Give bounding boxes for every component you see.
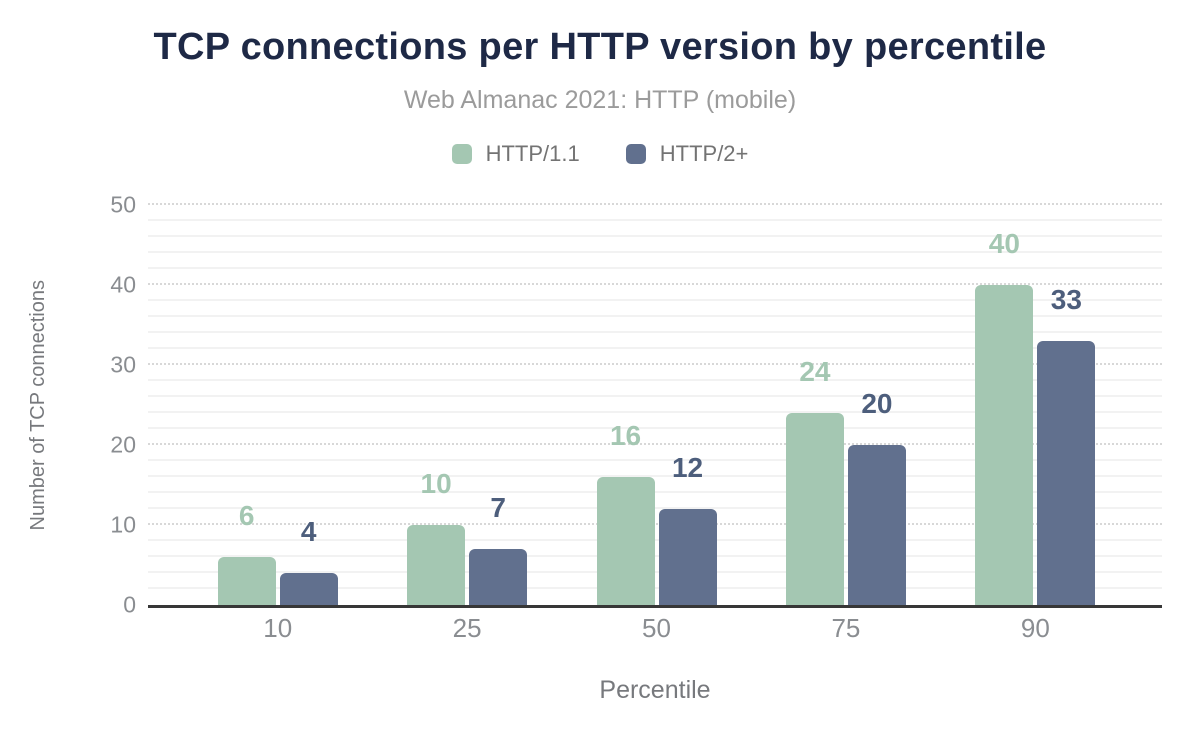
bar-value-label: 20	[861, 388, 893, 419]
bar-http-2--p90	[1037, 341, 1096, 605]
y-tick-10: 10	[110, 511, 136, 538]
bar-http-1-1-p25	[407, 525, 466, 605]
minor-gridline-36	[148, 315, 1162, 317]
bar-slot: 20	[847, 205, 906, 605]
x-tick-10: 10	[263, 613, 293, 643]
minor-gridline-6	[148, 555, 1162, 557]
minor-gridline-22	[148, 427, 1162, 429]
minor-gridline-8	[148, 539, 1162, 541]
chart-title: TCP connections per HTTP version by perc…	[153, 26, 1047, 68]
minor-gridline-14	[148, 491, 1162, 493]
bar-value-label: 24	[799, 356, 831, 387]
bar-slot: 6	[217, 205, 276, 605]
bar-value-label: 6	[238, 500, 255, 531]
x-tick-75: 75	[831, 613, 861, 643]
bar-http-1-1-p90	[975, 285, 1034, 605]
x-tick-25: 25	[452, 613, 482, 643]
minor-gridline-16	[148, 475, 1162, 477]
x-tick-90: 90	[1020, 613, 1050, 643]
bar-value-label: 7	[490, 492, 506, 523]
x-tick-50: 50	[642, 613, 671, 643]
bar-value-label: 10	[420, 468, 452, 499]
major-gridline-10	[148, 523, 1162, 525]
bar-group-p50: 16 12	[562, 205, 751, 605]
minor-gridline-44	[148, 251, 1162, 253]
bar-group-p90: 40 33	[941, 205, 1130, 605]
minor-gridline-42	[148, 267, 1162, 269]
bar-http-2--p75	[847, 445, 906, 605]
legend-swatch-icon	[625, 144, 646, 164]
bar-http-2--p50	[658, 509, 717, 605]
bar-group-p75: 24 20	[751, 205, 940, 605]
bar-slot: 16	[596, 205, 655, 605]
major-gridline-50	[148, 203, 1162, 205]
x-axis-title: Percentile	[599, 676, 711, 704]
bar-value-label: 4	[300, 516, 317, 547]
legend-swatch-icon	[451, 144, 472, 164]
bar-http-1-1-p75	[785, 413, 844, 605]
bar-slot: 10	[407, 205, 466, 605]
minor-gridline-18	[148, 459, 1162, 461]
bar-slot: 4	[279, 205, 338, 605]
minor-gridline-4	[148, 571, 1162, 573]
bar-slot: 7	[469, 205, 528, 605]
bar-http-1-1-p50	[596, 477, 655, 605]
minor-gridline-12	[148, 507, 1162, 509]
bar-slot: 33	[1037, 205, 1096, 605]
minor-gridline-32	[148, 347, 1162, 349]
y-tick-20: 20	[110, 431, 136, 458]
major-gridline-30	[148, 363, 1162, 365]
major-gridline-40	[148, 283, 1162, 285]
chart-subtitle: Web Almanac 2021: HTTP (mobile)	[403, 86, 797, 114]
bar-value-label: 33	[1050, 284, 1082, 315]
bar-group-p25: 10 7	[372, 205, 561, 605]
bar-value-label: 12	[671, 452, 704, 483]
bar-http-2--p25	[469, 549, 528, 605]
y-tick-50: 50	[110, 191, 136, 218]
major-gridline-20	[148, 443, 1162, 445]
bar-value-label: 40	[988, 228, 1020, 259]
minor-gridline-24	[148, 411, 1162, 413]
plot-area: 6 4 10 7 16 12 24 20 40 33	[148, 203, 1162, 608]
bar-value-label: 16	[609, 420, 642, 451]
bar-http-1-1-p10	[217, 557, 276, 605]
legend-label: HTTP/1.1	[485, 141, 580, 166]
bar-slot: 12	[658, 205, 717, 605]
bar-slot: 40	[975, 205, 1034, 605]
x-axis-ticks: 10 25 50 75 90	[183, 614, 1130, 642]
legend: HTTP/1.1 HTTP/2+	[0, 141, 1200, 167]
minor-gridline-28	[148, 379, 1162, 381]
minor-gridline-26	[148, 395, 1162, 397]
legend-item-http1-1: HTTP/1.1	[451, 141, 580, 167]
y-tick-40: 40	[110, 271, 136, 298]
y-axis-ticks: 0 10 20 30 40 50	[0, 193, 136, 616]
legend-item-http2-plus: HTTP/2+	[625, 141, 749, 167]
minor-gridline-48	[148, 219, 1162, 221]
minor-gridline-2	[148, 587, 1162, 589]
bar-http-2--p10	[279, 573, 338, 605]
minor-gridline-38	[148, 299, 1162, 301]
minor-gridline-46	[148, 235, 1162, 237]
bars-row: 6 4 10 7 16 12 24 20 40 33	[183, 205, 1130, 605]
bar-slot: 24	[785, 205, 844, 605]
y-tick-30: 30	[110, 351, 136, 378]
minor-gridline-34	[148, 331, 1162, 333]
legend-label: HTTP/2+	[659, 141, 749, 166]
y-tick-0: 0	[123, 591, 136, 618]
